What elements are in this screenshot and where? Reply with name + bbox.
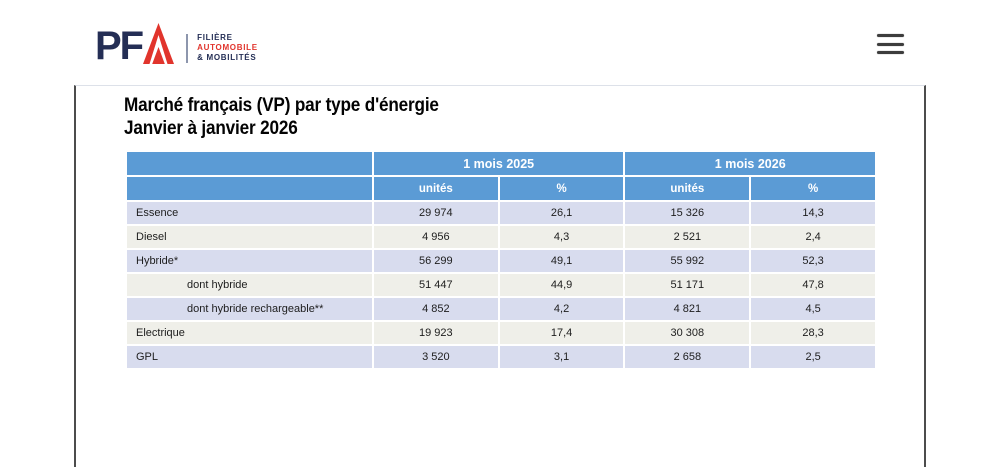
row-label: Hybride* — [127, 250, 372, 272]
subheader-percent-2026: % — [751, 177, 875, 200]
logo-wordmark: PF — [95, 24, 144, 68]
corner-cell — [127, 152, 372, 175]
page-title: Marché français (VP) par type d'énergie … — [124, 94, 828, 139]
row-value-unites-2026: 30 308 — [625, 322, 750, 344]
row-value-percent-2026: 52,3 — [751, 250, 875, 272]
subheader-percent-2025: % — [499, 177, 624, 200]
row-label: GPL — [127, 346, 372, 368]
menu-hamburger-icon[interactable] — [877, 34, 904, 54]
row-value-unites-2025: 4 956 — [373, 226, 498, 248]
table-row: Diesel 4 956 4,3 2 521 2,4 — [127, 226, 875, 248]
row-value-percent-2026: 2,5 — [751, 346, 875, 368]
table-row: dont hybride 51 447 44,9 51 171 47,8 — [127, 274, 875, 296]
row-value-unites-2026: 2 521 — [625, 226, 750, 248]
row-value-percent-2026: 2,4 — [751, 226, 875, 248]
row-value-percent-2025: 3,1 — [499, 346, 624, 368]
row-label: Essence — [127, 202, 372, 224]
row-value-percent-2026: 4,5 — [751, 298, 875, 320]
row-value-percent-2026: 14,3 — [751, 202, 875, 224]
row-value-percent-2025: 17,4 — [499, 322, 624, 344]
row-value-percent-2025: 26,1 — [499, 202, 624, 224]
table-row: Electrique 19 923 17,4 30 308 28,3 — [127, 322, 875, 344]
row-value-unites-2025: 4 852 — [373, 298, 498, 320]
row-value-unites-2026: 51 171 — [625, 274, 750, 296]
row-value-unites-2025: 19 923 — [373, 322, 498, 344]
logo-a-triangle-icon — [143, 23, 175, 64]
table-row: GPL 3 520 3,1 2 658 2,5 — [127, 346, 875, 368]
logo-tagline-line3: & MOBILITÉS — [197, 53, 257, 62]
logo-tagline-line2: AUTOMOBILE — [197, 43, 258, 52]
row-value-unites-2026: 55 992 — [625, 250, 750, 272]
subheader-unites-2025: unités — [373, 177, 498, 200]
logo-tagline: FILIÈRE AUTOMOBILE & MOBILITÉS — [197, 33, 258, 64]
row-value-unites-2026: 4 821 — [625, 298, 750, 320]
page-title-line1: Marché français (VP) par type d'énergie — [124, 94, 439, 116]
row-value-percent-2026: 28,3 — [751, 322, 875, 344]
row-value-percent-2025: 44,9 — [499, 274, 624, 296]
row-value-unites-2026: 2 658 — [625, 346, 750, 368]
table-row: Hybride* 56 299 49,1 55 992 52,3 — [127, 250, 875, 272]
row-value-percent-2026: 47,8 — [751, 274, 875, 296]
logo-divider — [186, 34, 189, 63]
row-label: Diesel — [127, 226, 372, 248]
row-value-unites-2025: 51 447 — [373, 274, 498, 296]
content-frame: Marché français (VP) par type d'énergie … — [74, 85, 926, 467]
row-value-unites-2026: 15 326 — [625, 202, 750, 224]
row-label: Electrique — [127, 322, 372, 344]
table-body: Essence 29 974 26,1 15 326 14,3 Diesel 4… — [127, 202, 875, 368]
logo-tagline-line1: FILIÈRE — [197, 33, 233, 42]
energy-market-table: 1 mois 2025 1 mois 2026 unités % unités … — [125, 150, 877, 370]
row-value-unites-2025: 56 299 — [373, 250, 498, 272]
table-row: Essence 29 974 26,1 15 326 14,3 — [127, 202, 875, 224]
row-label: dont hybride rechargeable** — [127, 298, 372, 320]
row-value-percent-2025: 4,3 — [499, 226, 624, 248]
table-row: dont hybride rechargeable** 4 852 4,2 4 … — [127, 298, 875, 320]
page-title-line2: Janvier à janvier 2026 — [124, 116, 298, 139]
row-label: dont hybride — [127, 274, 372, 296]
hamburger-bar — [877, 34, 904, 37]
row-value-percent-2025: 4,2 — [499, 298, 624, 320]
table-header: 1 mois 2025 1 mois 2026 unités % unités … — [127, 152, 875, 200]
pfa-logo[interactable]: PF FILIÈRE AUTOMOBILE & MOBILITÉS — [95, 23, 258, 68]
corner-cell — [127, 177, 372, 200]
column-group-2025: 1 mois 2025 — [373, 152, 624, 175]
hamburger-bar — [877, 51, 904, 54]
hamburger-bar — [877, 42, 904, 46]
row-value-unites-2025: 29 974 — [373, 202, 498, 224]
subheader-unites-2026: unités — [625, 177, 750, 200]
column-group-2026: 1 mois 2026 — [625, 152, 875, 175]
row-value-percent-2025: 49,1 — [499, 250, 624, 272]
row-value-unites-2025: 3 520 — [373, 346, 498, 368]
